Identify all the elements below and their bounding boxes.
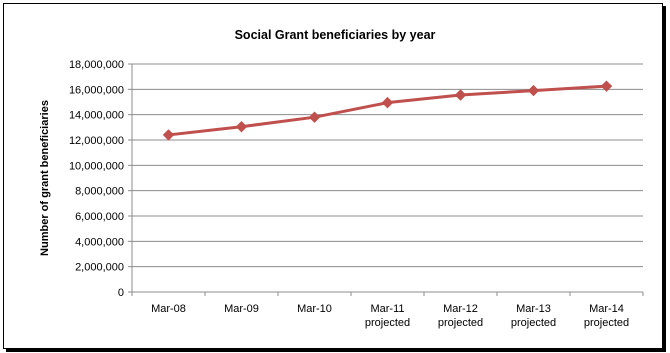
series-group (162, 80, 613, 141)
x-tick-label: Mar-12 projected (438, 303, 483, 329)
y-tick-label: 18,000,000 (69, 59, 124, 71)
data-point (454, 89, 467, 101)
data-point (308, 111, 321, 123)
x-tick-label: Mar-14 projected (584, 303, 629, 329)
axes (131, 64, 643, 293)
x-tick-label: Mar-11 projected (365, 303, 410, 329)
data-point (600, 80, 613, 92)
chart-title: Social Grant beneficiaries by year (235, 28, 436, 42)
data-point (235, 120, 248, 133)
series-line (168, 84, 607, 137)
y-tick-label: 2,000,000 (75, 262, 124, 274)
x-axis-ticks: Mar-08 Mar-09 Mar-10 Mar-11 projected Mar-12 p… (131, 292, 644, 329)
x-tick-label: Mar-09 (224, 303, 259, 315)
data-point (381, 96, 394, 109)
y-tick-label: 12,000,000 (69, 135, 124, 147)
chart-frame (3, 3, 663, 349)
x-tick-label: Mar-13 projected (511, 303, 556, 329)
y-tick-label: 0 (118, 287, 124, 299)
y-tick-label: 14,000,000 (69, 110, 124, 122)
x-tick-label: Mar-10 (297, 303, 332, 315)
y-axis-label: Number of grant beneficiaries (39, 100, 51, 256)
gridlines (132, 63, 643, 268)
y-tick-label: 6,000,000 (75, 211, 124, 223)
y-tick-label: 10,000,000 (69, 160, 124, 172)
y-axis-ticks: 0 2,000,000 4,000,000 6,000,000 8,000,000 10,… (69, 59, 132, 299)
data-point (527, 84, 540, 97)
y-tick-label: 8,000,000 (75, 186, 124, 198)
y-tick-label: 16,000,000 (69, 84, 124, 96)
y-tick-label: 4,000,000 (75, 236, 124, 248)
x-tick-label: Mar-08 (151, 303, 186, 315)
data-point (162, 129, 175, 141)
